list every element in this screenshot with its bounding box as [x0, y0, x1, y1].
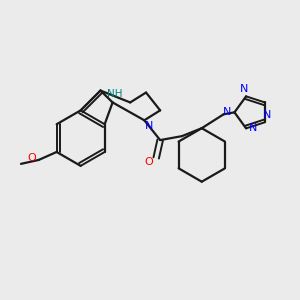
Text: N: N: [263, 110, 271, 120]
Text: NH: NH: [107, 88, 122, 98]
Text: O: O: [144, 157, 153, 167]
Text: O: O: [28, 153, 36, 163]
Text: N: N: [223, 107, 232, 117]
Text: N: N: [240, 84, 248, 94]
Text: N: N: [249, 123, 257, 134]
Text: N: N: [145, 121, 153, 131]
